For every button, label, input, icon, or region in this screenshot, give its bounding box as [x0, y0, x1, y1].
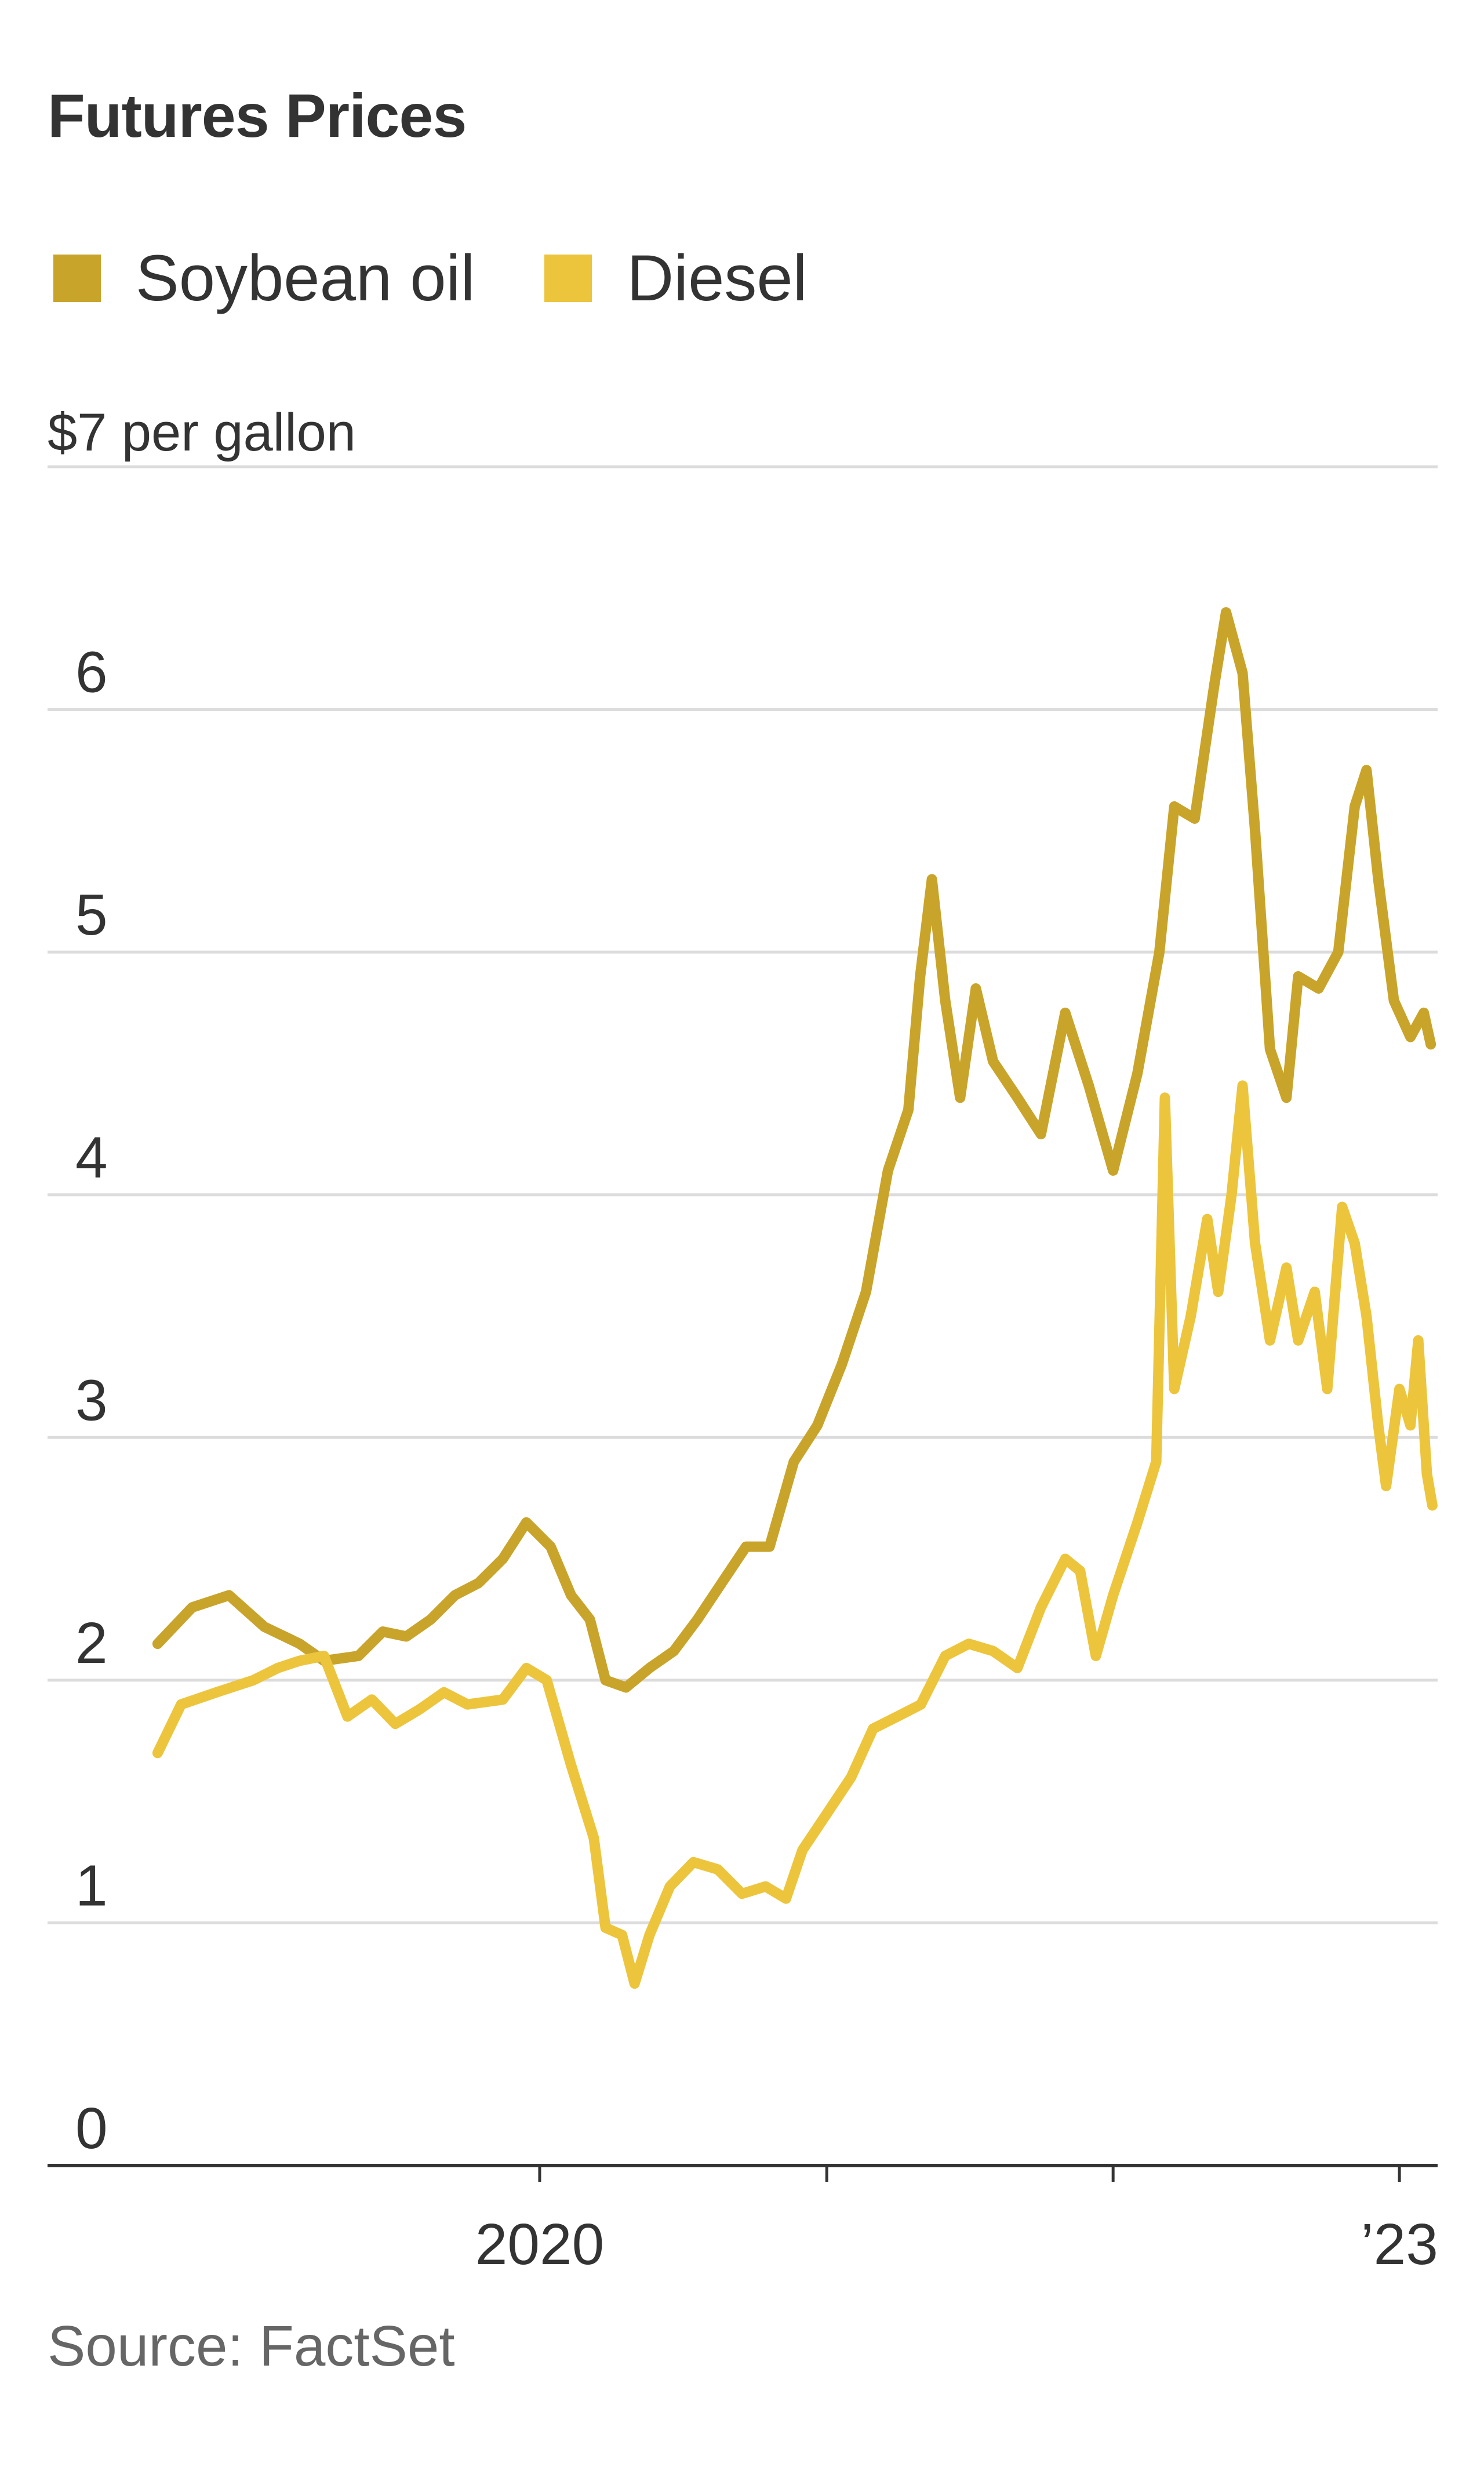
legend-swatch-diesel [544, 254, 592, 302]
y-tick-label: 3 [75, 1368, 108, 1433]
chart-title: Futures Prices [48, 82, 467, 150]
series-line-soybean-oil [152, 607, 1436, 1693]
y-tick-label: 6 [75, 640, 108, 705]
legend-item-soybean: Soybean oil [53, 241, 475, 315]
y-tick-label: 4 [75, 1125, 108, 1190]
y-tick-label: 0 [75, 2096, 108, 2161]
source-note: Source: FactSet [48, 2314, 455, 2378]
legend-label-diesel: Diesel [627, 242, 808, 314]
legend-label-soybean: Soybean oil [136, 242, 475, 314]
x-tick-label: 2020 [475, 2212, 604, 2277]
y-tick-label: 5 [75, 882, 108, 947]
chart-legend: Soybean oil Diesel [53, 241, 877, 315]
x-tick-label: ’23 [1361, 2212, 1438, 2277]
legend-swatch-soybean [53, 254, 101, 302]
y-tick-label: 2 [75, 1611, 108, 1676]
y-tick-label: 1 [75, 1853, 108, 1918]
y-unit-label: $7 per gallon [48, 403, 356, 462]
legend-item-diesel: Diesel [544, 241, 808, 315]
series-line-diesel [152, 1080, 1438, 1989]
